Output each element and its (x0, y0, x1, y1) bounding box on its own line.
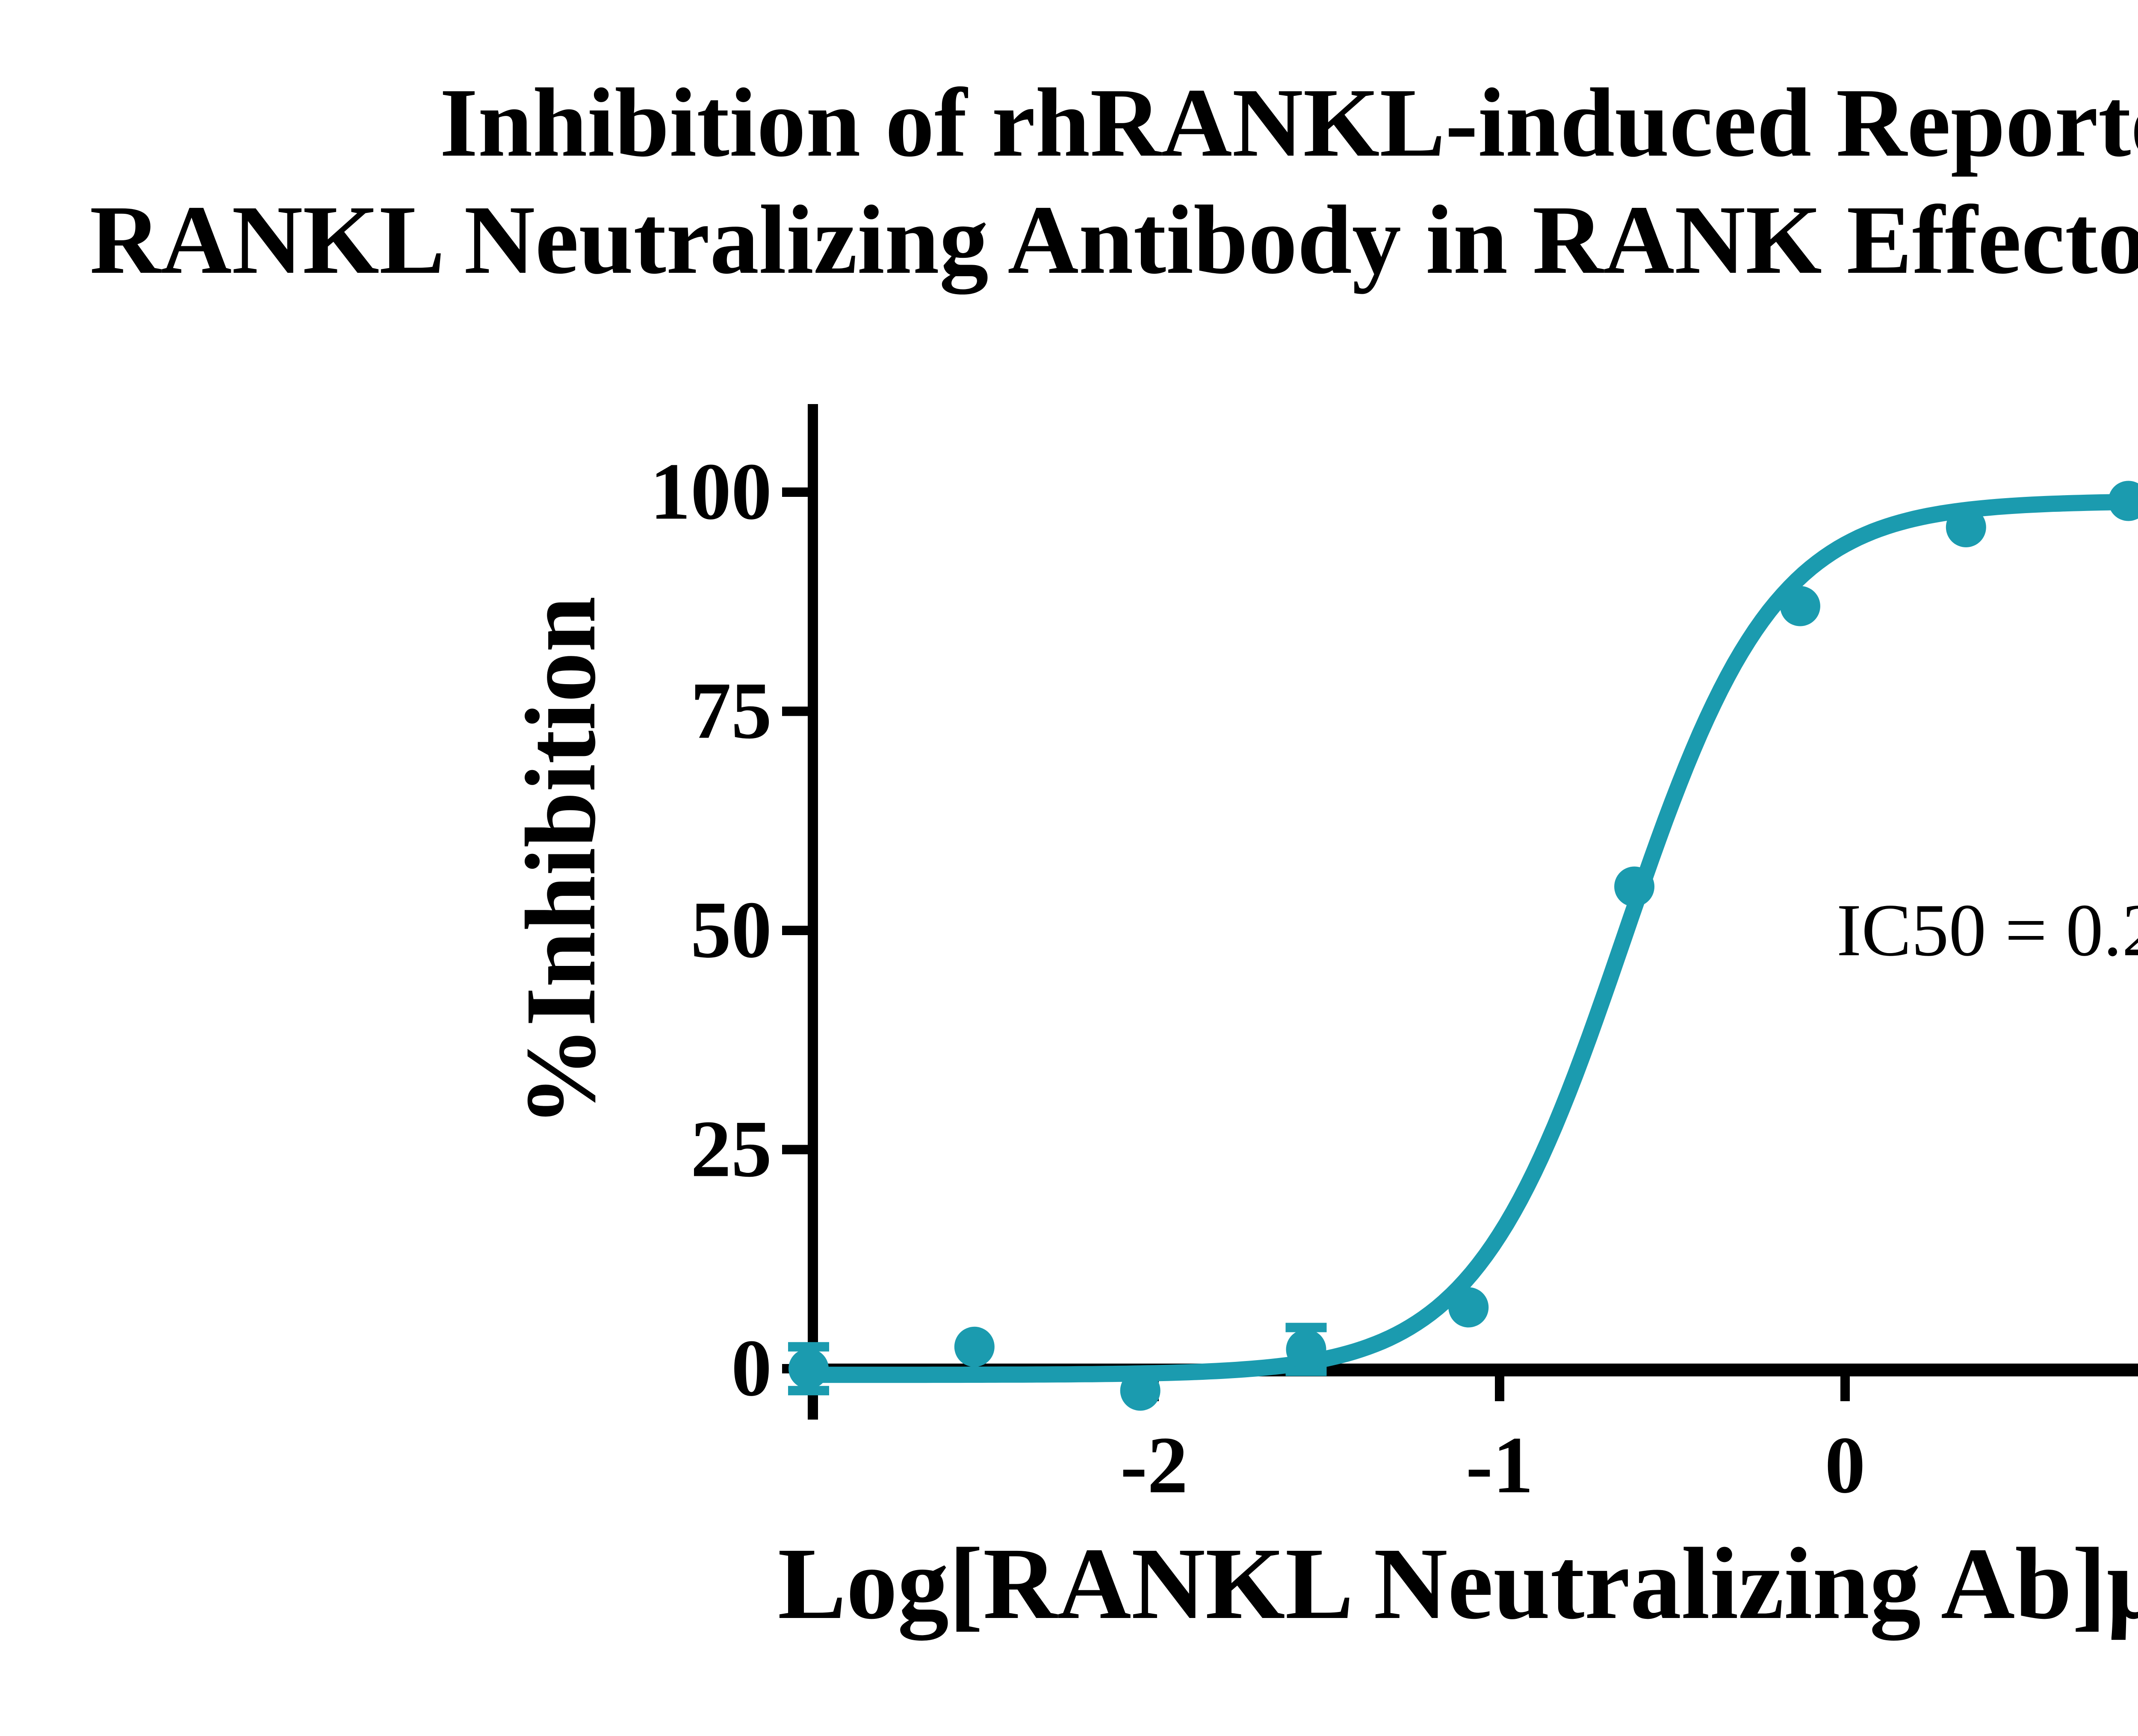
error-bar-cap (788, 1386, 829, 1396)
data-point (1946, 507, 1986, 547)
y-axis-line (808, 404, 818, 1420)
chart-title-line2: RANKL Neutralizing Antibody in RANK Effe… (89, 185, 2138, 294)
y-axis-title: %Inhibition (505, 596, 616, 1127)
x-tick (1840, 1376, 1850, 1401)
data-point (1780, 586, 1820, 626)
y-tick-label: 100 (650, 447, 772, 537)
y-tick-label: 75 (691, 666, 772, 756)
x-axis-title: Log[RANKL Neutralizing Ab]µg/ml (777, 1526, 2138, 1640)
y-tick (782, 706, 808, 716)
error-bar-cap (1285, 1323, 1327, 1332)
error-bar-cap (1285, 1367, 1327, 1376)
y-tick-label: 50 (691, 885, 772, 975)
data-point (1614, 866, 1655, 907)
data-point (788, 1349, 829, 1389)
data-point (2108, 481, 2138, 521)
x-tick-label: -2 (1120, 1420, 1188, 1510)
fit-curve (800, 493, 2138, 1383)
ic50-annotation: IC50 = 0.23 µg/ml (1837, 889, 2138, 971)
data-point (1448, 1287, 1489, 1328)
x-tick-label: -1 (1466, 1420, 1533, 1510)
y-tick-label: 25 (691, 1104, 772, 1194)
data-point (954, 1326, 995, 1367)
chart-title: Inhibition of rhRANKL-induced Reporter A… (0, 64, 2138, 298)
y-tick (782, 487, 808, 497)
chart-title-line1: Inhibition of rhRANKL-induced Reporter A… (440, 68, 2138, 177)
x-tick (1495, 1376, 1504, 1401)
x-tick-label: 0 (1825, 1420, 1866, 1510)
error-bar-cap (788, 1342, 829, 1352)
data-point (1120, 1370, 1161, 1411)
y-tick-label: 0 (731, 1323, 772, 1413)
data-point (1286, 1329, 1326, 1370)
y-tick (782, 926, 808, 935)
y-tick (782, 1145, 808, 1154)
